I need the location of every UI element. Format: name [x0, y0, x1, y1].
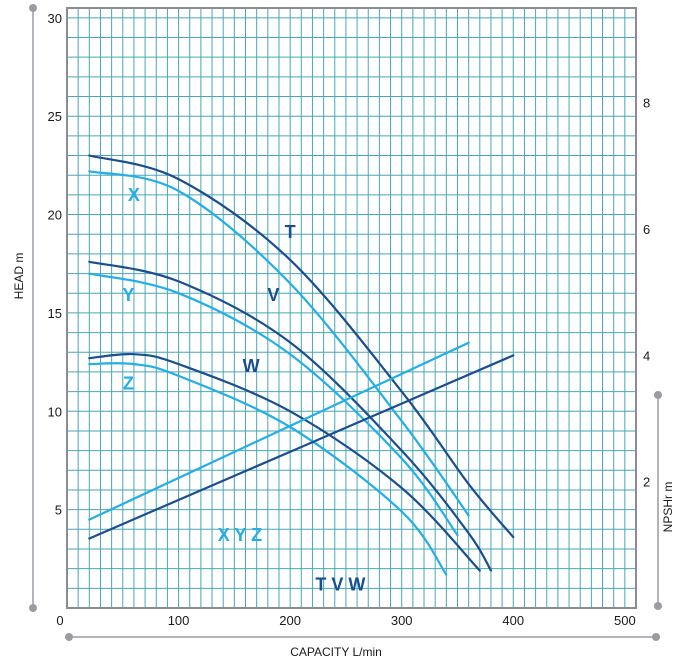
tick-labels: 0 100 200 300 400 500 5 10 15 20 25 30 2 4 6 8	[48, 11, 651, 628]
x-ruler-dot	[652, 633, 660, 641]
y-tick-label: 10	[48, 404, 62, 419]
curve-labels: T V W X Y Z X Y Z T V W	[122, 185, 365, 595]
curve-label-z: Z	[123, 374, 134, 394]
y2-axis-title: NPSHr m	[661, 482, 675, 533]
curve-label-v: V	[267, 285, 279, 305]
x-tick-label: 0	[56, 613, 63, 628]
y-tick-label: 5	[55, 503, 62, 518]
y-tick-label: 30	[48, 11, 62, 26]
head-curve-y	[88, 272, 459, 537]
curve-label-w: W	[243, 356, 260, 376]
y2-tick-label: 6	[643, 222, 650, 237]
x-tick-label: 100	[168, 613, 190, 628]
x-axis-title: CAPACITY L/min	[290, 645, 382, 659]
y2-tick-label: 4	[643, 348, 650, 363]
head-curve-t	[88, 154, 515, 539]
y2-tick-label: 8	[643, 96, 650, 111]
y-ruler-dot	[29, 604, 37, 612]
x-tick-label: 500	[614, 613, 636, 628]
y2-tick-label: 2	[643, 475, 650, 490]
axis-rulers	[29, 4, 662, 641]
npshr-line-tvw	[88, 354, 515, 540]
y-tick-label: 25	[48, 109, 62, 124]
y2-ruler-dot	[654, 391, 662, 399]
head-curve-w	[88, 352, 481, 572]
grid	[67, 8, 636, 608]
series-layer	[88, 154, 515, 576]
head-curve-z	[88, 362, 448, 576]
curve-label-y: Y	[122, 285, 134, 305]
curve-label-t: T	[285, 222, 296, 242]
y-ruler-dot	[29, 4, 37, 12]
x-tick-label: 300	[391, 613, 413, 628]
y-tick-label: 15	[48, 306, 62, 321]
npshr-line-xyz	[88, 341, 470, 521]
y-tick-label: 20	[48, 208, 62, 223]
curve-label-x: X	[128, 185, 140, 205]
head-curve-x	[88, 170, 470, 517]
x-tick-label: 400	[502, 613, 524, 628]
head-curve-v	[88, 260, 493, 572]
y-axis-title: HEAD m	[12, 253, 26, 300]
curve-label-xyz: X Y Z	[218, 525, 262, 545]
y2-ruler-dot	[654, 602, 662, 610]
plot-frame	[66, 7, 637, 609]
x-ruler-dot	[65, 633, 73, 641]
curve-label-tvw: T V W	[315, 574, 365, 594]
x-tick-label: 200	[279, 613, 301, 628]
